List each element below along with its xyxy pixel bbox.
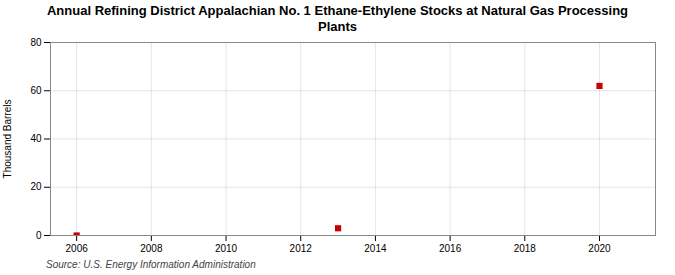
svg-text:2010: 2010 [215,243,238,254]
svg-text:2018: 2018 [514,243,537,254]
html-text:Source: U.S. Energy Informatio: Source: U.S. Energy Information Administ… [46,259,256,271]
svg-text:60: 60 [30,85,42,96]
svg-text:40: 40 [30,133,42,144]
svg-text:20: 20 [30,182,42,193]
svg-text:2008: 2008 [140,243,163,254]
svg-text:2014: 2014 [364,243,387,254]
svg-text:80: 80 [30,37,42,48]
svg-text:2020: 2020 [588,243,611,254]
svg-text:Thousand Barrels: Thousand Barrels [2,100,13,179]
html-text:Annual Refining District Appal: Annual Refining District Appalachian No.… [47,3,628,34]
svg-text:2006: 2006 [66,243,89,254]
svg-text:2012: 2012 [290,243,313,254]
svg-text:0: 0 [36,230,42,241]
svg-text:2016: 2016 [439,243,462,254]
